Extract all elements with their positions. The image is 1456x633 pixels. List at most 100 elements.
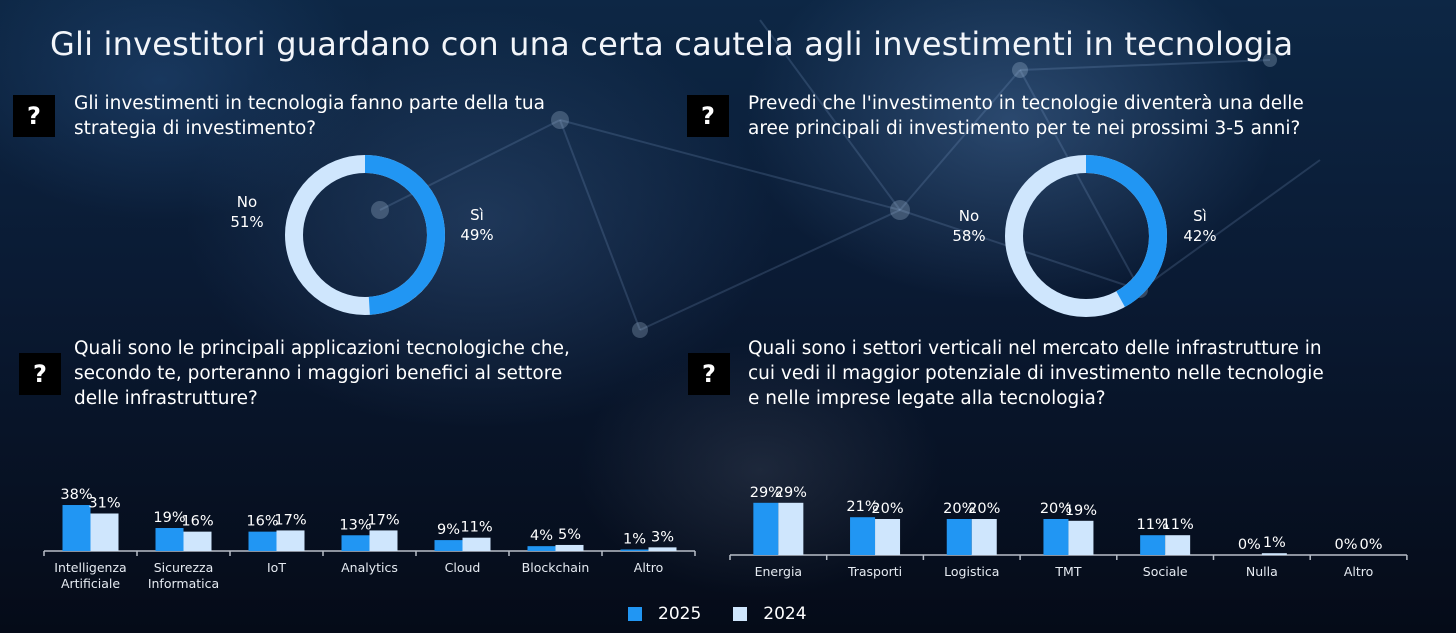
- question-2-text: Prevedi che l'investimento in tecnologie…: [748, 93, 1304, 139]
- category-label: Sociale: [1143, 564, 1188, 579]
- page-title: Gli investitori guardano con una certa c…: [50, 25, 1294, 64]
- bar-2025: [248, 531, 277, 551]
- bar-2024: [971, 519, 997, 555]
- bar-2024: [1165, 535, 1191, 555]
- bar-data-label: 29%: [750, 485, 782, 501]
- question-1-text: Gli investimenti in tecnologia fanno par…: [74, 93, 545, 139]
- bar-data-label: 1%: [1263, 535, 1286, 551]
- category-label: IoT: [267, 560, 286, 575]
- category-label: Artificiale: [61, 576, 120, 591]
- bar-2024: [875, 519, 901, 555]
- bar-data-label: 19%: [153, 510, 185, 526]
- bar-2024: [1261, 553, 1287, 555]
- bar-data-label: 0%: [1360, 537, 1383, 553]
- slice-value: 58%: [952, 227, 986, 245]
- bar-data-label: 38%: [60, 487, 92, 503]
- bar-data-label: 29%: [775, 485, 807, 501]
- bar-data-label: 9%: [437, 522, 460, 538]
- category-label: Nulla: [1246, 564, 1278, 579]
- question-mark-icon: ?: [33, 360, 47, 388]
- bar-2025: [850, 517, 876, 555]
- bar-data-label: 13%: [339, 517, 371, 533]
- donut-chart-future: [1005, 155, 1167, 317]
- question-4-text: Quali sono i settori verticali nel merca…: [748, 338, 1324, 409]
- slice-label: No: [236, 193, 258, 211]
- bar-data-label: 20%: [1040, 501, 1072, 517]
- bar-2024: [778, 502, 804, 555]
- category-label: Intelligenza: [54, 560, 126, 575]
- bar-chart-sectors: 29%29%Energia21%20%Trasporti20%20%Logist…: [729, 485, 1408, 579]
- donut-1-no-label: No 51%: [222, 192, 272, 232]
- question-icon: ?: [13, 95, 55, 137]
- bar-data-label: 19%: [1065, 503, 1097, 519]
- bar-data-label: 16%: [246, 514, 278, 530]
- bar-data-label: 20%: [871, 501, 903, 517]
- question-mark-icon: ?: [27, 102, 41, 130]
- bar-2024: [369, 530, 398, 551]
- slice-value: 42%: [1183, 227, 1217, 245]
- bar-data-label: 1%: [623, 532, 646, 548]
- bar-data-label: 21%: [846, 499, 878, 515]
- bar-2024: [555, 544, 584, 551]
- bar-data-label: 17%: [274, 512, 306, 528]
- bar-2024: [183, 531, 212, 551]
- bar-data-label: 20%: [943, 501, 975, 517]
- bar-2024: [90, 513, 119, 551]
- category-label: Informatica: [148, 576, 219, 591]
- category-label: Cloud: [445, 560, 481, 575]
- donut-slice-si: [1005, 155, 1167, 317]
- bar-data-label: 16%: [181, 514, 213, 530]
- question-icon: ?: [687, 95, 729, 137]
- question-icon: ?: [688, 353, 730, 395]
- donut-1-si-label: Sì 49%: [452, 205, 502, 245]
- legend-item-2024: 2024: [733, 604, 807, 624]
- category-label: Sicurezza: [154, 560, 214, 575]
- legend-item-2025: 2025: [628, 604, 701, 624]
- bar-data-label: 17%: [367, 512, 399, 528]
- bar-2025: [1043, 519, 1069, 555]
- bar-2024: [1068, 520, 1094, 555]
- slice-label: No: [958, 207, 980, 225]
- category-label: Energia: [755, 564, 803, 579]
- chart-legend: 2025 2024: [628, 604, 839, 624]
- slice-label: Sì: [470, 206, 484, 224]
- bar-2025: [527, 546, 556, 551]
- category-label: Altro: [1344, 564, 1373, 579]
- bar-2025: [620, 549, 649, 551]
- donut-2-no-label: No 58%: [944, 206, 994, 246]
- bar-data-label: 4%: [530, 528, 553, 544]
- category-label: Analytics: [341, 560, 398, 575]
- category-label: TMT: [1054, 564, 1081, 579]
- bar-2024: [462, 537, 491, 551]
- category-label: Trasporti: [847, 564, 902, 579]
- bar-2025: [341, 535, 370, 551]
- donut-slice-si: [285, 155, 445, 315]
- donut-2-si-label: Sì 42%: [1175, 206, 1225, 246]
- legend-swatch-2024: [733, 607, 748, 621]
- legend-label: 2025: [658, 604, 702, 624]
- bar-data-label: 5%: [558, 527, 581, 543]
- bar-data-label: 11%: [460, 520, 492, 536]
- question-icon: ?: [19, 353, 61, 395]
- bar-2025: [753, 502, 779, 555]
- slice-value: 49%: [460, 226, 494, 244]
- bar-2024: [276, 530, 305, 551]
- question-3-text: Quali sono le principali applicazioni te…: [74, 338, 570, 409]
- bar-2025: [1140, 535, 1166, 555]
- slice-value: 51%: [230, 213, 264, 231]
- bar-2025: [946, 519, 972, 555]
- bar-data-label: 20%: [968, 501, 1000, 517]
- slice-label: Sì: [1193, 207, 1207, 225]
- bar-data-label: 11%: [1162, 517, 1194, 533]
- donut-chart-strategy: [285, 155, 445, 315]
- bar-data-label: 31%: [88, 495, 120, 511]
- bar-data-label: 0%: [1335, 537, 1358, 553]
- legend-label: 2024: [763, 604, 807, 624]
- bar-2025: [62, 505, 91, 551]
- bar-2025: [155, 528, 184, 551]
- question-mark-icon: ?: [702, 360, 716, 388]
- category-label: Blockchain: [522, 560, 590, 575]
- question-mark-icon: ?: [701, 102, 715, 130]
- category-label: Altro: [634, 560, 663, 575]
